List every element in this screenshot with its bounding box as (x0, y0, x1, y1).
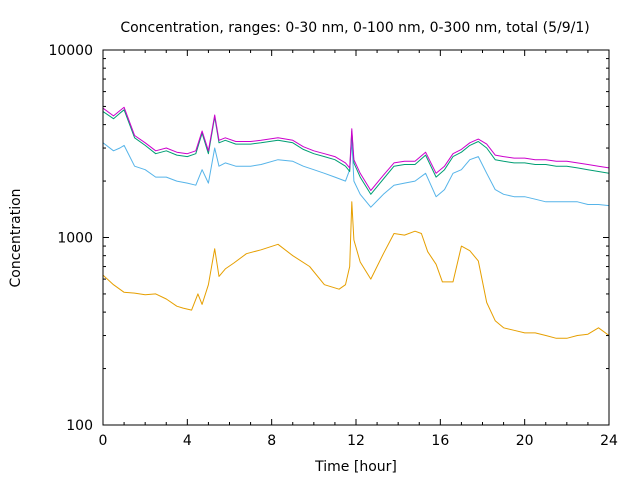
chart-title: Concentration, ranges: 0-30 nm, 0-100 nm… (120, 20, 589, 36)
x-tick-label: 4 (183, 433, 192, 449)
series-line-4 (103, 106, 609, 191)
x-tick-label: 12 (347, 433, 365, 449)
y-axis-label: Concentration (8, 188, 24, 287)
x-tick-label: 24 (600, 433, 618, 449)
y-tick-label: 10000 (48, 43, 93, 59)
x-tick-label: 0 (99, 433, 108, 449)
series-layer (103, 106, 609, 339)
x-axis-label: Time [hour] (314, 459, 397, 475)
x-tick-label: 20 (516, 433, 534, 449)
y-tick-label: 1000 (57, 231, 93, 247)
x-tick-label: 16 (431, 433, 449, 449)
x-axis: 0 4 8 12 16 20 24 (99, 50, 618, 449)
x-tick-label: 8 (267, 433, 276, 449)
y-axis: 100 1000 10000 (48, 43, 609, 434)
series-line-1 (103, 201, 609, 339)
y-tick-label: 100 (66, 418, 93, 434)
